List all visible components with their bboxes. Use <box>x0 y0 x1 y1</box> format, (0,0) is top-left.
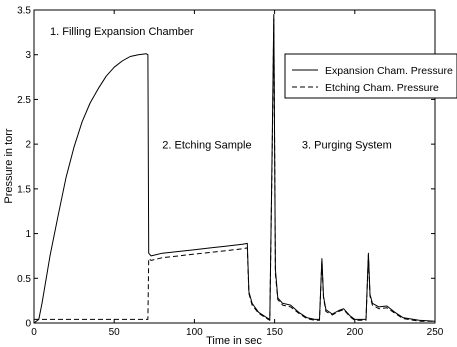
legend-box <box>284 53 457 99</box>
annotation-layer: 1. Filling Expansion Chamber 2. Etching … <box>50 26 392 152</box>
y-tick-label: 2.5 <box>17 95 31 106</box>
ticks-layer: 0 50 100 150 200 250 0 0.5 1 1.5 2 2.5 3 3.5 <box>17 6 444 339</box>
x-tick-label: 50 <box>109 327 121 338</box>
annotation-purging: 3. Purging System <box>302 140 392 152</box>
series-layer <box>34 14 435 323</box>
x-tick-label: 100 <box>186 327 203 338</box>
series-line-expansion <box>34 14 435 323</box>
y-axis-label: Pressure in torr <box>3 128 15 204</box>
y-tick-label: 1 <box>25 229 31 240</box>
y-tick-label: 2 <box>25 140 31 151</box>
y-tick-label: 0.5 <box>17 274 31 285</box>
y-tick-label: 3 <box>25 50 31 61</box>
legend-label-expansion: Expansion Cham. Pressure <box>325 65 453 77</box>
y-tick-label: 0 <box>25 319 31 330</box>
annotation-etching: 2. Etching Sample <box>162 140 251 152</box>
x-tick-label: 150 <box>266 327 283 338</box>
x-tick-label: 200 <box>346 327 363 338</box>
y-tick-label: 1.5 <box>17 184 31 195</box>
plot-frame <box>33 9 436 324</box>
y-tick-label: 3.5 <box>17 6 31 17</box>
x-tick-label: 0 <box>31 327 37 338</box>
legend: Expansion Cham. Pressure Etching Cham. P… <box>284 53 457 99</box>
x-axis-label: Time in sec <box>206 335 262 347</box>
legend-label-etching: Etching Cham. Pressure <box>325 82 439 94</box>
x-tick-label: 250 <box>427 327 444 338</box>
annotation-filling: 1. Filling Expansion Chamber <box>50 26 194 38</box>
